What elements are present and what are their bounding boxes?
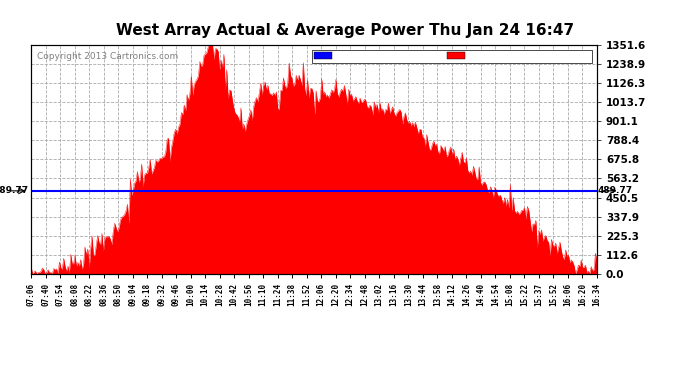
Text: 489.77: 489.77 bbox=[598, 186, 633, 195]
Text: 489.77: 489.77 bbox=[0, 186, 28, 195]
Legend: Average  (DC Watts), West Array  (DC Watts): Average (DC Watts), West Array (DC Watts… bbox=[312, 50, 592, 63]
Text: Copyright 2013 Cartronics.com: Copyright 2013 Cartronics.com bbox=[37, 52, 178, 61]
Text: West Array Actual & Average Power Thu Jan 24 16:47: West Array Actual & Average Power Thu Ja… bbox=[116, 22, 574, 38]
